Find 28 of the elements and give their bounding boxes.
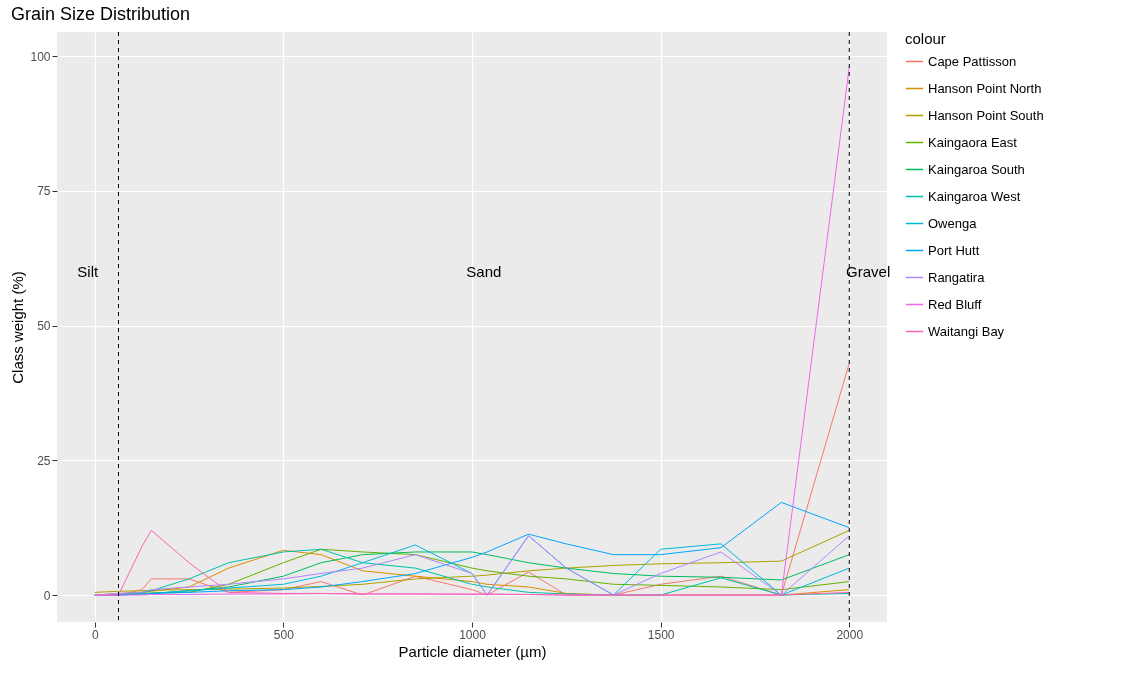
x-tick-label: 1500 — [647, 627, 675, 642]
legend-label: Red Bluff — [928, 296, 982, 312]
legend-label: Rangatira — [928, 269, 986, 285]
x-tick-label: 500 — [273, 627, 295, 642]
annotation: Silt — [77, 263, 99, 280]
chart-title: Grain Size Distribution — [10, 3, 191, 24]
legend-label: Hanson Point South — [928, 107, 1044, 123]
legend-label: Kaingaora East — [928, 134, 1018, 150]
y-tick-label: 50 — [37, 319, 51, 334]
x-tick-label: 2000 — [836, 627, 864, 642]
x-tick-label: 1000 — [459, 627, 487, 642]
legend-label: Kaingaroa South — [928, 161, 1025, 177]
y-tick-label: 75 — [37, 184, 51, 199]
annotation: Sand — [466, 263, 502, 280]
y-axis-title: Class weight (%) — [9, 271, 27, 384]
x-axis-title: Particle diameter (µm) — [398, 642, 547, 660]
legend-label: Waitangi Bay — [928, 323, 1005, 339]
legend-label: Cape Pattisson — [928, 53, 1017, 69]
annotation: Gravel — [846, 263, 891, 280]
y-tick-label: 0 — [43, 588, 51, 603]
x-tick-label: 0 — [91, 627, 99, 642]
legend-label: Kaingaroa West — [928, 188, 1021, 204]
y-tick-label: 25 — [37, 453, 51, 468]
legend-label: Owenga — [928, 215, 978, 231]
legend-label: Hanson Point North — [928, 80, 1042, 96]
legend-title: colour — [905, 30, 946, 47]
y-tick-label: 100 — [30, 49, 51, 64]
legend-label: Port Hutt — [928, 242, 980, 258]
